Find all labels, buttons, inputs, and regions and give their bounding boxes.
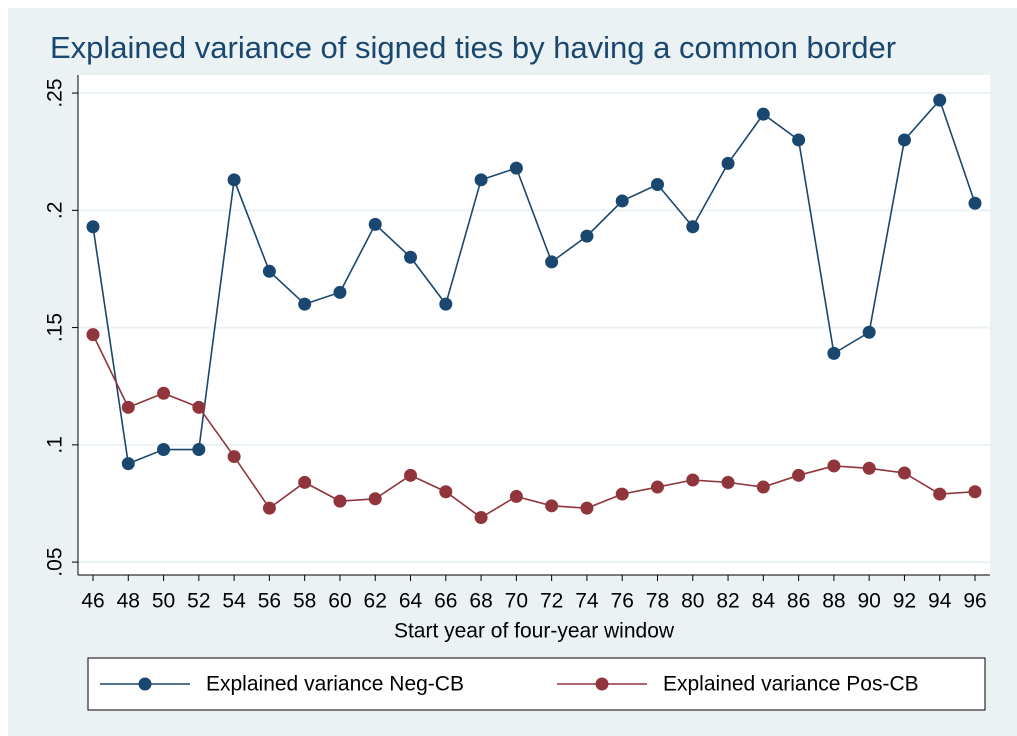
point bbox=[262, 501, 276, 515]
point bbox=[792, 133, 806, 147]
point bbox=[368, 492, 382, 506]
x-tick-label: 76 bbox=[611, 590, 634, 613]
x-tick-label: 68 bbox=[469, 590, 492, 613]
point bbox=[933, 487, 947, 501]
x-tick-label: 72 bbox=[540, 590, 563, 613]
point bbox=[333, 494, 347, 508]
point bbox=[686, 473, 700, 487]
x-tick-label: 52 bbox=[187, 590, 210, 613]
point bbox=[439, 485, 453, 499]
point bbox=[615, 487, 629, 501]
point bbox=[86, 220, 100, 234]
x-tick-label: 94 bbox=[928, 590, 952, 613]
point bbox=[192, 443, 206, 457]
point bbox=[227, 173, 241, 187]
point bbox=[721, 156, 735, 170]
point bbox=[968, 196, 982, 210]
x-tick-label: 84 bbox=[752, 590, 776, 613]
point bbox=[756, 480, 770, 494]
x-tick-label: 70 bbox=[505, 590, 528, 613]
y-tick-label: .25 bbox=[44, 78, 67, 107]
x-tick-label: 86 bbox=[787, 590, 810, 613]
point bbox=[968, 485, 982, 499]
x-tick-label: 60 bbox=[328, 590, 351, 613]
point bbox=[545, 255, 559, 269]
point bbox=[227, 450, 241, 464]
x-tick-label: 46 bbox=[81, 590, 104, 613]
point bbox=[86, 328, 100, 342]
point bbox=[933, 93, 947, 107]
point bbox=[368, 217, 382, 231]
point bbox=[474, 173, 488, 187]
point bbox=[897, 133, 911, 147]
x-tick-label: 82 bbox=[716, 590, 739, 613]
x-axis-label: Start year of four-year window bbox=[394, 620, 675, 643]
point bbox=[509, 489, 523, 503]
point bbox=[827, 346, 841, 360]
point bbox=[686, 220, 700, 234]
x-tick-label: 64 bbox=[399, 590, 423, 613]
x-tick-label: 58 bbox=[293, 590, 316, 613]
point bbox=[756, 107, 770, 121]
point bbox=[721, 475, 735, 489]
chart-title: Explained variance of signed ties by hav… bbox=[50, 30, 896, 65]
x-tick-label: 80 bbox=[681, 590, 704, 613]
point bbox=[157, 443, 171, 457]
point bbox=[509, 161, 523, 175]
x-tick-label: 54 bbox=[222, 590, 246, 613]
legend-swatch-marker bbox=[138, 677, 152, 691]
point bbox=[545, 499, 559, 513]
plot-region bbox=[78, 75, 990, 575]
x-tick-label: 66 bbox=[434, 590, 457, 613]
x-tick-label: 74 bbox=[575, 590, 599, 613]
point bbox=[862, 461, 876, 475]
point bbox=[580, 229, 594, 243]
point bbox=[298, 297, 312, 311]
point bbox=[792, 468, 806, 482]
x-tick-label: 88 bbox=[822, 590, 845, 613]
y-tick-label: .15 bbox=[44, 313, 67, 342]
y-tick-label: .2 bbox=[44, 202, 67, 220]
point bbox=[121, 400, 135, 414]
x-tick-label: 78 bbox=[646, 590, 669, 613]
legend-label: Explained variance Pos-CB bbox=[663, 673, 919, 696]
x-tick-label: 92 bbox=[893, 590, 916, 613]
point bbox=[404, 468, 418, 482]
point bbox=[650, 178, 664, 192]
point bbox=[474, 511, 488, 525]
x-tick-label: 48 bbox=[117, 590, 140, 613]
point bbox=[404, 250, 418, 264]
point bbox=[439, 297, 453, 311]
point bbox=[650, 480, 664, 494]
point bbox=[615, 194, 629, 208]
x-tick-label: 62 bbox=[364, 590, 387, 613]
point bbox=[333, 285, 347, 299]
point bbox=[121, 457, 135, 471]
x-tick-label: 96 bbox=[963, 590, 986, 613]
point bbox=[192, 400, 206, 414]
point bbox=[262, 264, 276, 278]
series-line bbox=[92, 98, 976, 465]
point bbox=[897, 466, 911, 480]
point bbox=[827, 459, 841, 473]
x-tick-label: 90 bbox=[857, 590, 880, 613]
point bbox=[580, 501, 594, 515]
point bbox=[298, 475, 312, 489]
x-tick-label: 56 bbox=[258, 590, 281, 613]
legend-swatch-marker bbox=[595, 677, 609, 691]
legend-label: Explained variance Neg-CB bbox=[206, 673, 464, 696]
y-tick-label: .05 bbox=[44, 547, 67, 576]
x-tick-label: 50 bbox=[152, 590, 175, 613]
legend-box bbox=[87, 657, 986, 711]
point bbox=[157, 386, 171, 400]
point bbox=[862, 325, 876, 339]
y-tick-label: .1 bbox=[44, 436, 67, 454]
